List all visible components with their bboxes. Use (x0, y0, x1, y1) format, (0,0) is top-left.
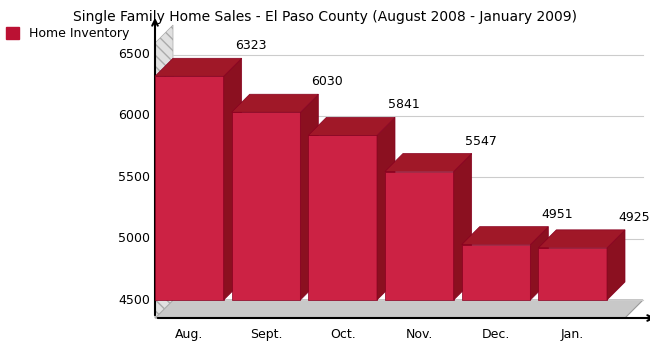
Text: 6500: 6500 (118, 48, 150, 61)
Polygon shape (385, 172, 454, 300)
Text: 6030: 6030 (311, 75, 343, 88)
Text: 5547: 5547 (465, 134, 497, 147)
Polygon shape (454, 154, 472, 300)
Legend: Home Inventory: Home Inventory (6, 27, 129, 40)
Text: Dec.: Dec. (482, 328, 510, 341)
Polygon shape (155, 76, 224, 300)
Text: Jan.: Jan. (561, 328, 584, 341)
Text: 5000: 5000 (118, 232, 150, 245)
Polygon shape (538, 230, 625, 248)
Text: Sept.: Sept. (250, 328, 282, 341)
Text: Nov.: Nov. (406, 328, 433, 341)
Polygon shape (231, 112, 300, 300)
Polygon shape (155, 25, 173, 318)
Text: 5841: 5841 (388, 98, 420, 111)
Text: 4925: 4925 (618, 211, 649, 224)
Polygon shape (530, 227, 549, 300)
Polygon shape (308, 117, 395, 135)
Text: Aug.: Aug. (175, 328, 203, 341)
Polygon shape (155, 300, 643, 318)
Text: 6000: 6000 (118, 110, 150, 122)
Polygon shape (538, 248, 607, 300)
Polygon shape (308, 135, 377, 300)
Polygon shape (224, 58, 242, 300)
Polygon shape (300, 94, 318, 300)
Text: Oct.: Oct. (330, 328, 356, 341)
Polygon shape (385, 154, 472, 172)
Text: Single Family Home Sales - El Paso County (August 2008 - January 2009): Single Family Home Sales - El Paso Count… (73, 10, 577, 24)
Polygon shape (231, 94, 318, 112)
Text: 6323: 6323 (235, 39, 266, 52)
Polygon shape (607, 230, 625, 300)
Polygon shape (155, 58, 242, 76)
Text: 4951: 4951 (541, 208, 573, 220)
Polygon shape (377, 117, 395, 300)
Polygon shape (462, 245, 530, 300)
Text: 5500: 5500 (118, 171, 150, 184)
Polygon shape (462, 227, 549, 245)
Text: 4500: 4500 (118, 294, 150, 307)
